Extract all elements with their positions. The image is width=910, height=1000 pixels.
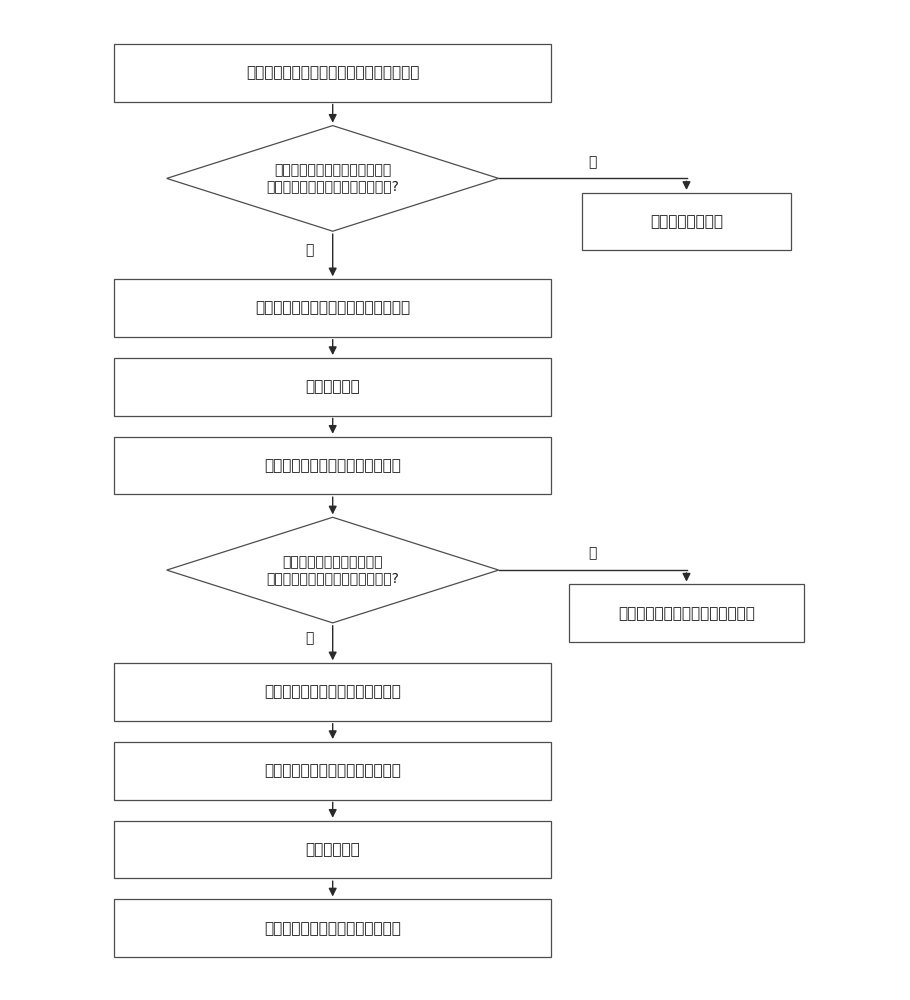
Text: 接收并存储上位机发来的钢板信息和设定值: 接收并存储上位机发来的钢板信息和设定值 (246, 65, 420, 80)
Text: 清除数据缓冲区中当前存储的数据: 清除数据缓冲区中当前存储的数据 (264, 921, 401, 936)
Bar (115, 437, 551, 494)
Bar (115, 663, 551, 721)
Text: 否: 否 (305, 631, 313, 645)
Text: 数据缓冲区当前存储的钢板信息
与接收自主控系统的钢板信息不同?: 数据缓冲区当前存储的钢板信息 与接收自主控系统的钢板信息不同? (267, 163, 399, 194)
Text: 开启辊缝快开保护: 开启辊缝快开保护 (650, 214, 723, 229)
Bar (115, 899, 551, 957)
Text: 否: 否 (305, 243, 313, 257)
Text: 在钢板进入之前，设定辊缝及辊道速度: 在钢板进入之前，设定辊缝及辊道速度 (255, 300, 410, 316)
Text: 启动矫直顺序: 启动矫直顺序 (306, 379, 360, 394)
Bar (115, 821, 551, 878)
Text: 钢板头部输出预矫直机时，
判断钢板的翘头高度大于告警门限?: 钢板头部输出预矫直机时， 判断钢板的翘头高度大于告警门限? (267, 555, 399, 585)
Text: 开启辊缝快开保护，停止辊道转动: 开启辊缝快开保护，停止辊道转动 (618, 606, 755, 621)
Polygon shape (167, 126, 499, 231)
Text: 是: 是 (589, 155, 597, 169)
Text: 钢板头部进入之后，执行咬钢速度: 钢板头部进入之后，执行咬钢速度 (264, 458, 401, 473)
Bar (569, 584, 804, 642)
Bar (115, 358, 551, 416)
Text: 钢板尾部输出之后，执行抛钢速度: 钢板尾部输出之后，执行抛钢速度 (264, 763, 401, 778)
Bar (115, 44, 551, 102)
Text: 是: 是 (589, 546, 597, 560)
Text: 完成矫直顺序: 完成矫直顺序 (306, 842, 360, 857)
Bar (581, 193, 792, 250)
Bar (115, 742, 551, 800)
Polygon shape (167, 517, 499, 623)
Bar (115, 279, 551, 337)
Text: 钢板头部输出之后，执行矫直速度: 钢板头部输出之后，执行矫直速度 (264, 684, 401, 700)
